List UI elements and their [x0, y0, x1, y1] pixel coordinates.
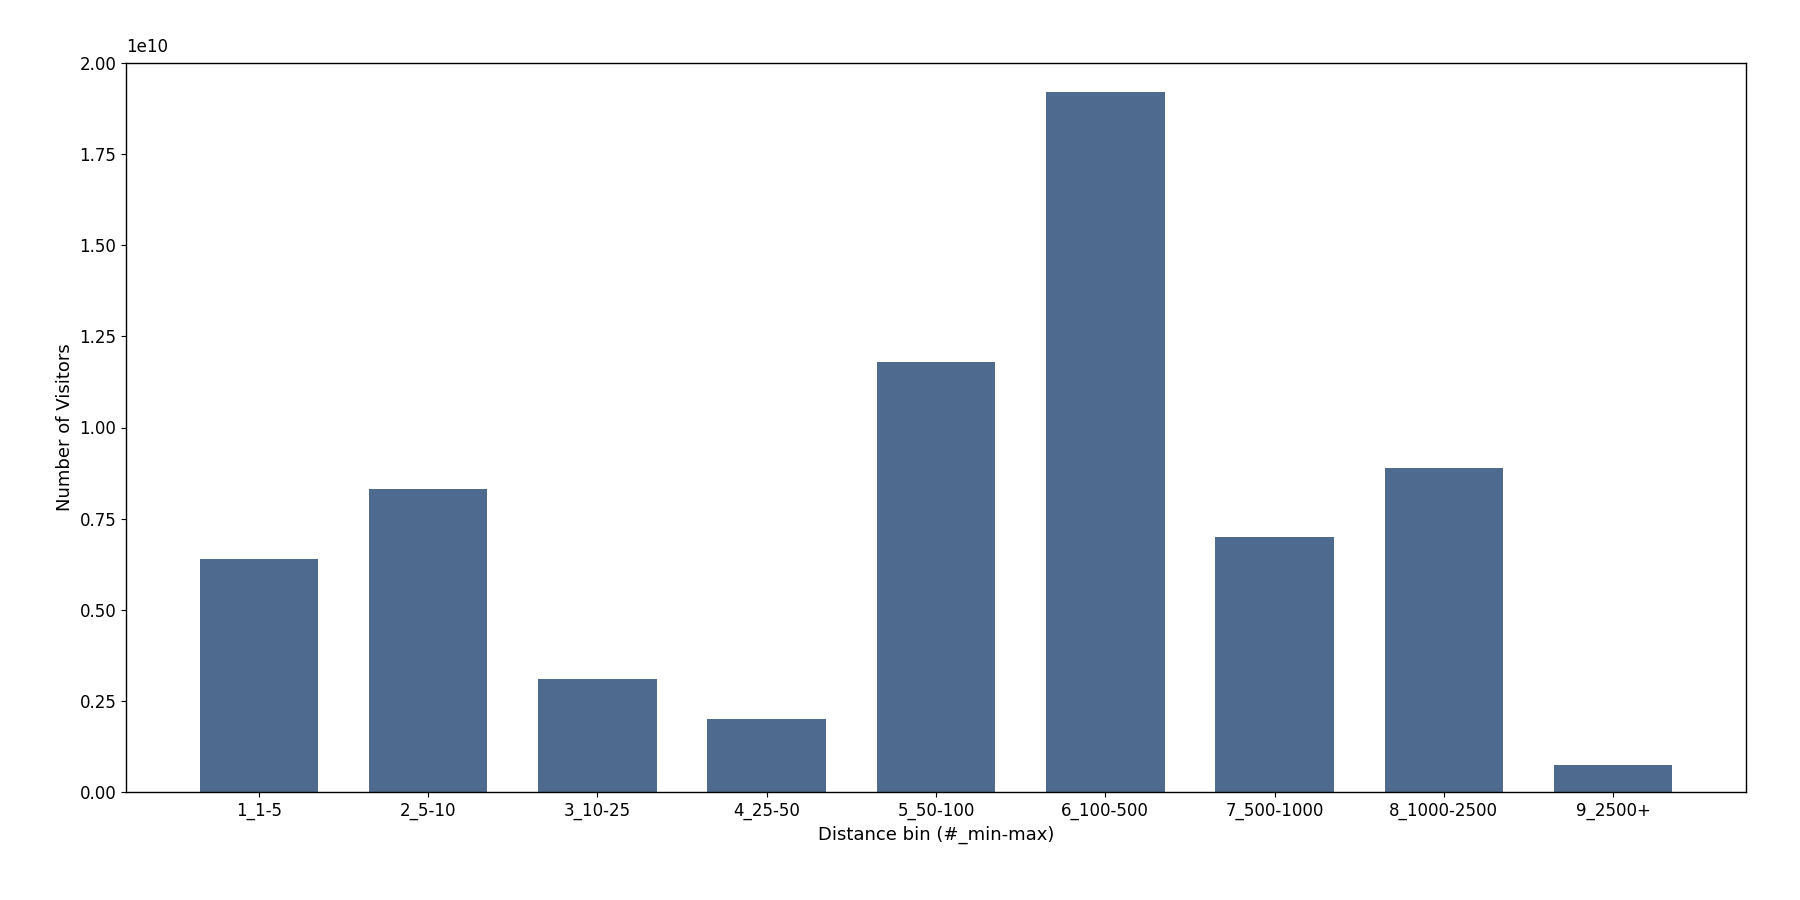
- Bar: [369, 490, 488, 792]
- Bar: [1215, 536, 1334, 792]
- Bar: [1553, 765, 1672, 792]
- Text: 1e10: 1e10: [126, 38, 167, 56]
- Bar: [707, 719, 826, 792]
- Bar: [200, 559, 319, 792]
- Y-axis label: Number of Visitors: Number of Visitors: [56, 344, 74, 511]
- Bar: [538, 679, 657, 792]
- Bar: [877, 362, 995, 792]
- X-axis label: Distance bin (#_min-max): Distance bin (#_min-max): [817, 825, 1055, 843]
- Bar: [1046, 92, 1165, 792]
- Bar: [1384, 468, 1503, 792]
